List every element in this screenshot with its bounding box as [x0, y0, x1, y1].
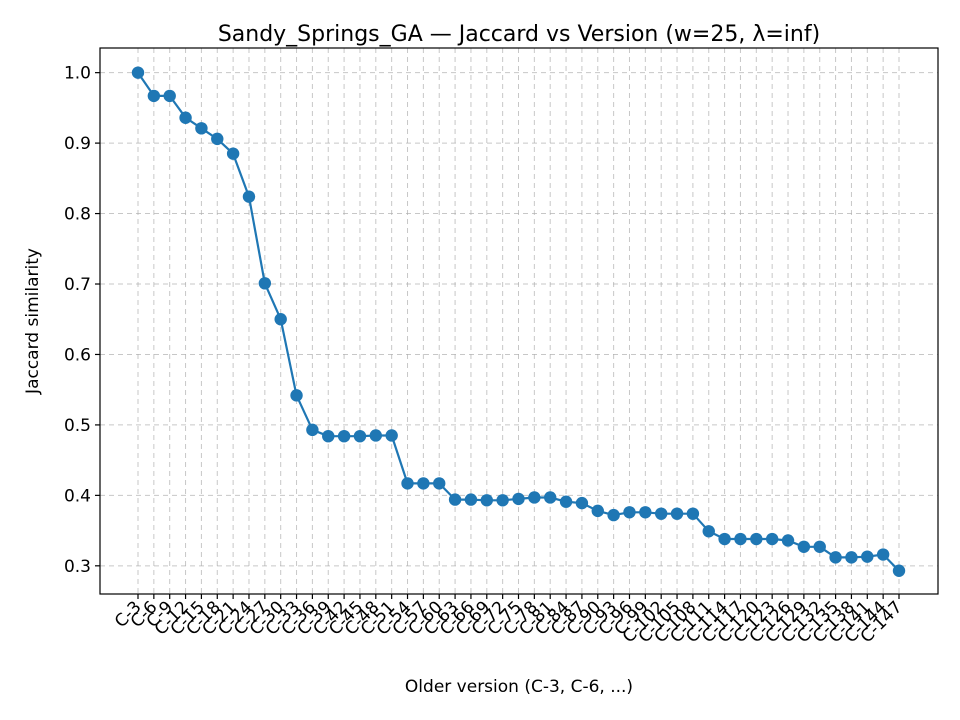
data-point — [211, 132, 224, 146]
data-point — [639, 506, 652, 519]
data-point — [670, 507, 684, 520]
x-axis-label: Older version (C-3, C-6, ...) — [405, 677, 633, 697]
data-point — [464, 493, 478, 506]
data-point — [147, 89, 161, 103]
data-point — [306, 423, 319, 437]
y-tick-label: 0.8 — [64, 205, 91, 225]
data-point — [654, 507, 668, 520]
y-tick-label: 0.5 — [64, 416, 91, 436]
data-point — [686, 507, 700, 520]
y-axis-ticks: 0.3 0.4 0.5 0.6 0.7 0.8 0.9 1.0 — [64, 64, 100, 577]
data-point — [258, 277, 272, 290]
data-point — [131, 66, 145, 79]
data-point — [575, 496, 589, 510]
data-point — [559, 495, 573, 508]
series-layer — [131, 66, 906, 577]
data-point — [607, 508, 620, 522]
y-tick-label: 0.7 — [64, 275, 91, 295]
data-point — [448, 493, 462, 506]
data-point — [337, 429, 351, 443]
y-tick-label: 0.6 — [64, 345, 91, 365]
data-point — [528, 491, 541, 504]
data-point — [544, 491, 557, 504]
data-point — [274, 313, 287, 326]
data-point — [702, 525, 715, 538]
grid-layer — [100, 48, 938, 594]
data-point — [322, 429, 335, 443]
data-point — [718, 532, 731, 546]
data-point — [496, 494, 509, 507]
y-axis-label: Jaccard similarity — [23, 248, 43, 395]
data-point — [845, 551, 858, 564]
data-point — [797, 540, 811, 553]
data-point — [591, 504, 604, 518]
y-tick-label: 1.0 — [64, 64, 91, 84]
data-point — [369, 429, 383, 442]
data-point — [385, 429, 398, 442]
data-point — [813, 540, 826, 553]
data-point — [290, 389, 303, 402]
data-point — [829, 551, 842, 564]
chart-title: Sandy_Springs_GA — Jaccard vs Version (w… — [218, 22, 820, 47]
data-point — [750, 532, 763, 546]
data-point — [876, 548, 890, 561]
data-point — [433, 477, 446, 490]
y-tick-label: 0.4 — [64, 486, 91, 506]
data-point — [242, 190, 256, 203]
data-point — [765, 532, 779, 546]
data-point — [734, 532, 747, 546]
data-point — [179, 111, 192, 124]
data-point — [512, 492, 525, 506]
data-point — [401, 477, 414, 490]
data-point — [892, 564, 906, 577]
data-point — [163, 89, 176, 103]
data-point — [353, 429, 367, 443]
data-point — [417, 477, 430, 490]
data-point — [226, 147, 240, 160]
data-point — [480, 494, 493, 507]
data-point — [195, 122, 208, 135]
data-point — [781, 534, 795, 547]
y-tick-label: 0.9 — [64, 134, 91, 154]
data-point — [623, 506, 636, 519]
y-tick-label: 0.3 — [64, 557, 91, 577]
data-point — [861, 550, 874, 563]
